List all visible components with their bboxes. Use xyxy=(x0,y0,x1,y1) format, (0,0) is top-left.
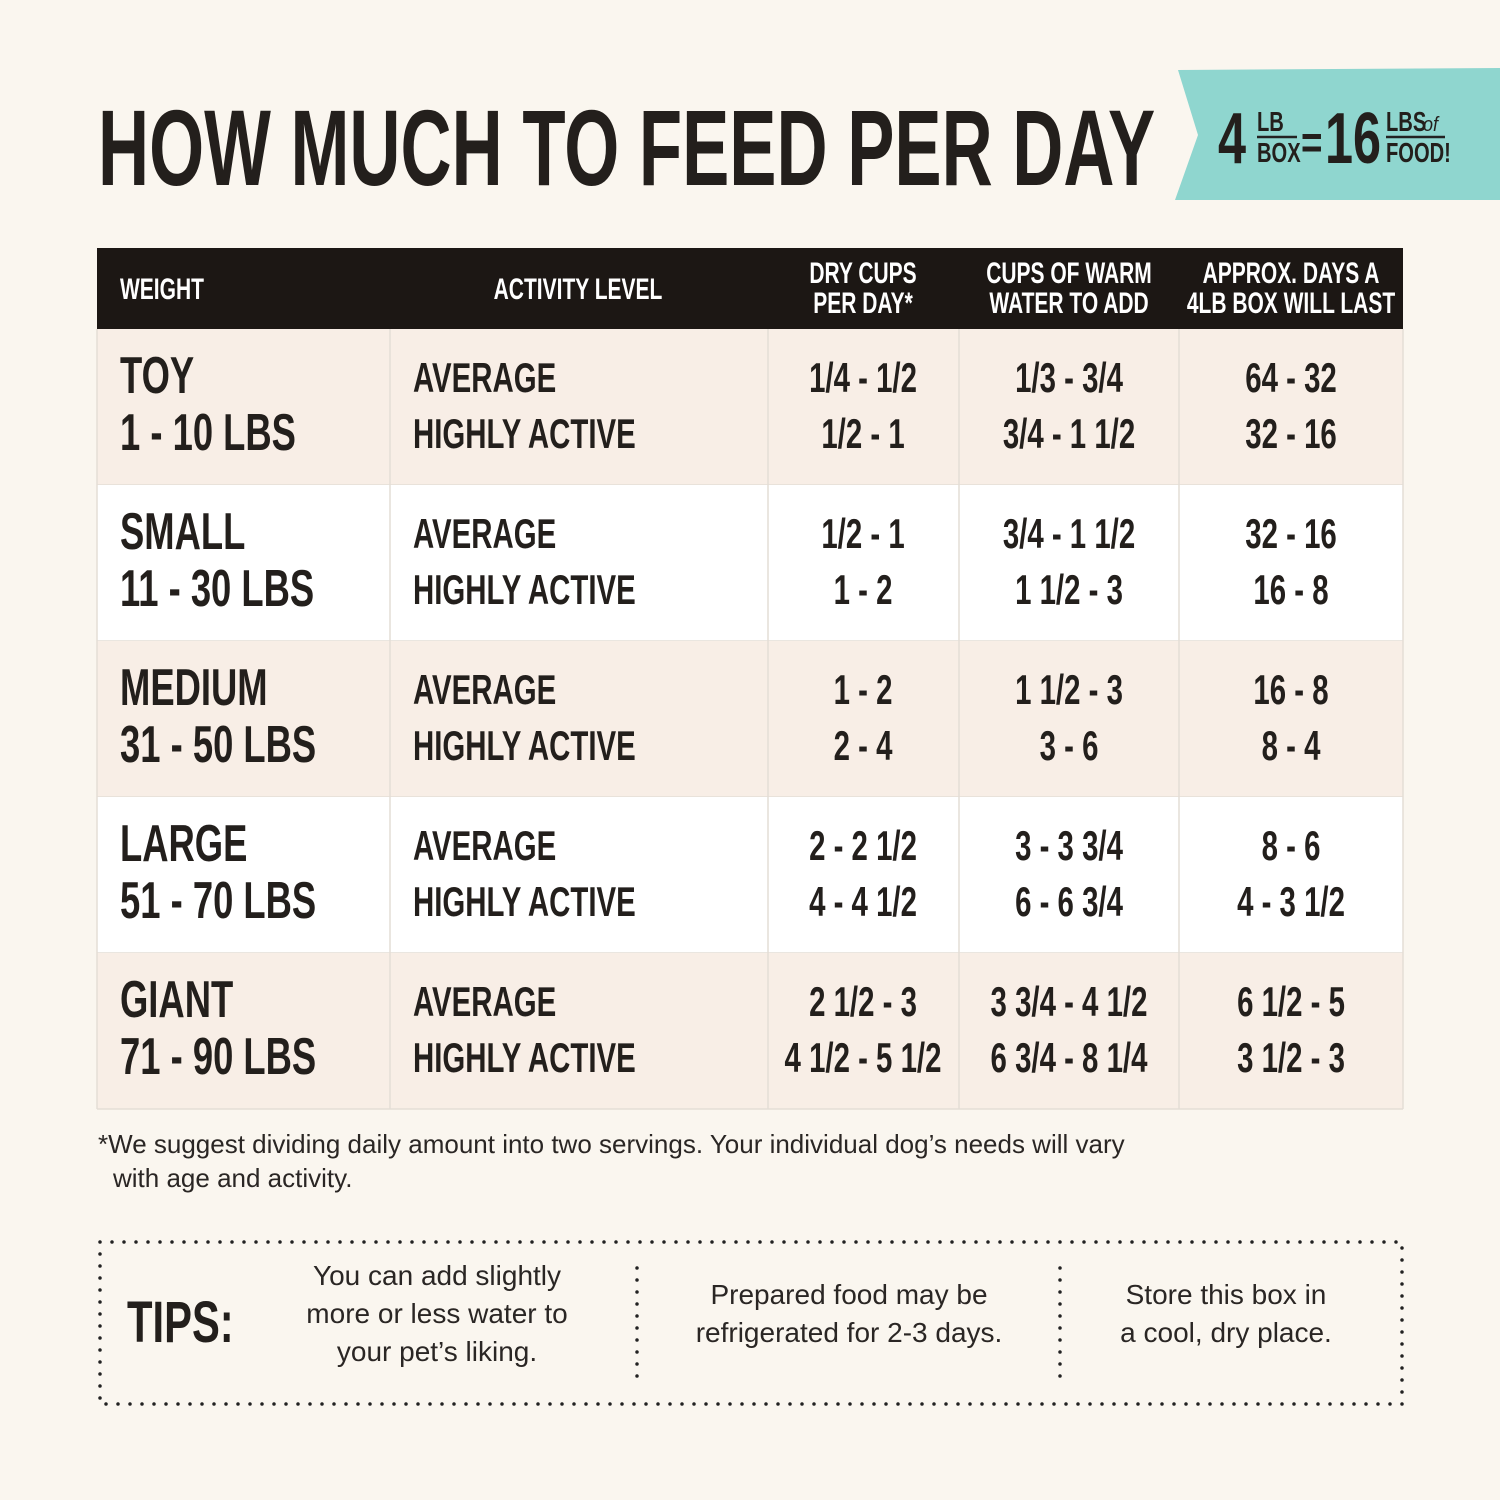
days-last: 32 - 16 xyxy=(1245,510,1337,558)
water-cups: 1 1/2 - 3 xyxy=(1015,566,1123,614)
header-label: 4LB BOX WILL LAST xyxy=(1187,288,1395,320)
dry-cups: 2 - 4 xyxy=(834,722,893,770)
water-cups: 3 3/4 - 4 1/2 xyxy=(991,978,1148,1026)
badge-number: 16 xyxy=(1325,99,1381,179)
days-last: 3 1/2 - 3 xyxy=(1237,1034,1345,1082)
dry-cups: 2 - 2 1/2 xyxy=(809,822,917,870)
header-label: PER DAY* xyxy=(813,288,913,320)
days-last: 4 - 3 1/2 xyxy=(1237,878,1345,926)
dry-cups: 4 - 4 1/2 xyxy=(809,878,917,926)
days-last: 64 - 32 xyxy=(1245,354,1337,402)
badge-ribbon xyxy=(1175,68,1500,200)
tip-text: your pet’s liking. xyxy=(337,1336,537,1367)
days-last: 32 - 16 xyxy=(1245,410,1337,458)
size-class: TOY xyxy=(120,345,194,404)
activity-level: AVERAGE xyxy=(413,978,556,1026)
activity-level: AVERAGE xyxy=(413,822,556,870)
dry-cups: 1 - 2 xyxy=(834,666,893,714)
title: HOW MUCH TO FEED PER DAY xyxy=(98,88,1155,209)
dry-cups: 4 1/2 - 5 1/2 xyxy=(785,1034,942,1082)
size-class: SMALL xyxy=(120,501,245,560)
weight-range: 11 - 30 LBS xyxy=(120,558,314,617)
footnote: with age and activity. xyxy=(112,1163,352,1193)
activity-level: AVERAGE xyxy=(413,666,556,714)
activity-level: HIGHLY ACTIVE xyxy=(413,722,636,770)
header-label: CUPS OF WARM xyxy=(986,258,1152,290)
weight-range: 31 - 50 LBS xyxy=(120,714,316,773)
table-row xyxy=(97,329,1403,485)
activity-level: AVERAGE xyxy=(413,354,556,402)
table-row xyxy=(97,485,1403,641)
water-cups: 1 1/2 - 3 xyxy=(1015,666,1123,714)
footnote: *We suggest dividing daily amount into t… xyxy=(98,1129,1125,1159)
badge-unit: FOOD! xyxy=(1386,138,1451,169)
badge-of: of xyxy=(1423,114,1440,136)
table-row xyxy=(97,797,1403,953)
activity-level: HIGHLY ACTIVE xyxy=(413,410,636,458)
activity-level: HIGHLY ACTIVE xyxy=(413,566,636,614)
badge-unit: LB xyxy=(1257,107,1284,138)
days-last: 6 1/2 - 5 xyxy=(1237,978,1345,1026)
header-label: WATER TO ADD xyxy=(989,288,1148,320)
water-cups: 6 3/4 - 8 1/4 xyxy=(991,1034,1148,1082)
table-row xyxy=(97,953,1403,1109)
table-row xyxy=(97,641,1403,797)
size-class: GIANT xyxy=(120,969,233,1028)
days-last: 8 - 6 xyxy=(1262,822,1321,870)
header-label: ACTIVITY LEVEL xyxy=(494,274,663,306)
activity-level: HIGHLY ACTIVE xyxy=(413,878,636,926)
tip-text: more or less water to xyxy=(306,1298,567,1329)
water-cups: 3/4 - 1 1/2 xyxy=(1003,410,1135,458)
badge-equals: = xyxy=(1301,116,1322,168)
tip-text: Prepared food may be xyxy=(710,1279,987,1310)
weight-range: 1 - 10 LBS xyxy=(120,402,296,461)
dry-cups: 1/4 - 1/2 xyxy=(809,354,917,402)
water-cups: 3 - 6 xyxy=(1040,722,1099,770)
water-cups: 6 - 6 3/4 xyxy=(1015,878,1123,926)
header-label: APPROX. DAYS A xyxy=(1203,258,1380,290)
water-cups: 3 - 3 3/4 xyxy=(1015,822,1123,870)
table-body xyxy=(96,329,1404,1110)
table-header xyxy=(97,248,1403,329)
days-last: 8 - 4 xyxy=(1262,722,1321,770)
tips-label: TIPS: xyxy=(127,1289,234,1354)
weight-range: 71 - 90 LBS xyxy=(120,1026,316,1085)
tip-text: Store this box in xyxy=(1126,1279,1327,1310)
days-last: 16 - 8 xyxy=(1253,666,1328,714)
size-class: MEDIUM xyxy=(120,657,268,716)
badge-unit: BOX xyxy=(1257,138,1301,169)
header-label: DRY CUPS xyxy=(809,258,916,290)
water-cups: 1/3 - 3/4 xyxy=(1015,354,1123,402)
water-cups: 3/4 - 1 1/2 xyxy=(1003,510,1135,558)
dry-cups: 2 1/2 - 3 xyxy=(809,978,917,1026)
badge-number: 4 xyxy=(1218,99,1246,179)
dry-cups: 1/2 - 1 xyxy=(821,510,904,558)
dry-cups: 1 - 2 xyxy=(834,566,893,614)
weight-range: 51 - 70 LBS xyxy=(120,870,316,929)
size-class: LARGE xyxy=(120,813,247,872)
tip-text: a cool, dry place. xyxy=(1120,1317,1332,1348)
tip-text: You can add slightly xyxy=(313,1260,561,1291)
days-last: 16 - 8 xyxy=(1253,566,1328,614)
dry-cups: 1/2 - 1 xyxy=(821,410,904,458)
tip-text: refrigerated for 2-3 days. xyxy=(696,1317,1003,1348)
badge-unit: LBS xyxy=(1386,107,1426,138)
activity-level: HIGHLY ACTIVE xyxy=(413,1034,636,1082)
activity-level: AVERAGE xyxy=(413,510,556,558)
header-label: WEIGHT xyxy=(120,274,204,306)
